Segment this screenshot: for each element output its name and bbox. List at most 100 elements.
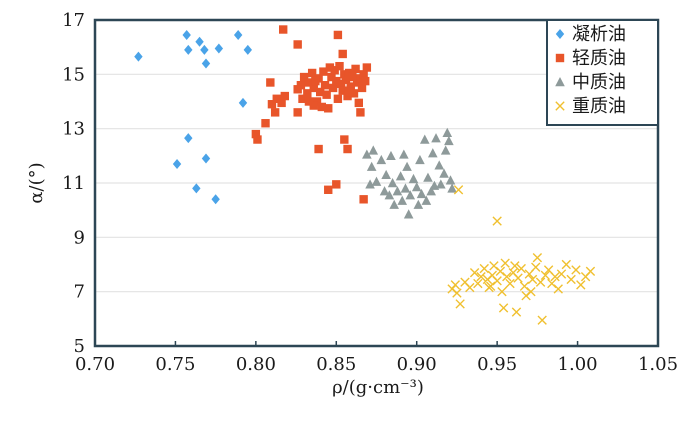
data-point xyxy=(371,176,382,186)
data-point xyxy=(402,161,412,171)
data-point xyxy=(335,61,344,71)
data-point xyxy=(214,43,224,54)
data-point xyxy=(293,40,302,49)
data-point xyxy=(492,276,502,286)
data-point xyxy=(436,179,446,189)
data-point xyxy=(540,270,551,281)
data-point xyxy=(510,261,520,271)
data-point xyxy=(505,278,515,289)
x-tick-label: 0.90 xyxy=(397,354,437,375)
data-point xyxy=(408,173,419,184)
data-point xyxy=(361,76,370,86)
data-point xyxy=(366,161,377,171)
data-point xyxy=(327,72,336,82)
data-point xyxy=(445,175,456,185)
legend-label: 凝析油 xyxy=(572,24,626,45)
data-point xyxy=(537,315,547,325)
data-point xyxy=(316,87,325,97)
data-point xyxy=(304,78,314,87)
data-point xyxy=(357,83,367,93)
data-point xyxy=(192,183,201,194)
data-point xyxy=(465,282,475,293)
data-point xyxy=(535,277,546,287)
data-point xyxy=(387,178,398,188)
data-point xyxy=(211,194,220,205)
series-2 xyxy=(251,25,372,204)
data-point xyxy=(238,97,248,108)
data-point xyxy=(434,160,445,170)
data-point xyxy=(531,262,541,272)
data-point xyxy=(298,94,307,103)
plot-frame xyxy=(93,18,660,348)
data-point xyxy=(395,171,406,181)
data-point xyxy=(233,29,243,40)
x-tick-label: 1.05 xyxy=(638,354,678,375)
data-point xyxy=(455,299,465,309)
data-point xyxy=(413,199,424,209)
data-point xyxy=(317,102,327,112)
data-point xyxy=(266,78,275,87)
data-point xyxy=(279,25,288,34)
data-point xyxy=(497,286,507,297)
y-tick-label: 17 xyxy=(62,10,85,31)
data-point xyxy=(309,101,318,110)
data-point xyxy=(319,67,328,76)
data-point xyxy=(500,258,510,268)
legend-marker xyxy=(555,53,565,63)
data-point xyxy=(359,70,368,79)
data-point xyxy=(324,104,333,113)
data-point xyxy=(277,98,286,108)
data-point xyxy=(421,195,432,205)
y-tick-label: 15 xyxy=(62,64,85,85)
data-point xyxy=(405,190,416,200)
series-4 xyxy=(447,185,596,325)
data-point xyxy=(362,63,372,72)
data-point xyxy=(243,44,253,55)
data-point xyxy=(344,87,354,97)
data-point xyxy=(338,49,347,59)
data-point xyxy=(349,89,359,98)
data-point xyxy=(440,145,451,155)
data-point xyxy=(473,278,483,289)
data-point xyxy=(368,145,379,155)
data-point xyxy=(381,169,391,180)
data-point xyxy=(502,272,512,282)
data-point xyxy=(333,30,343,40)
data-point xyxy=(571,265,581,275)
data-point xyxy=(303,89,312,98)
data-point xyxy=(516,263,526,274)
x-tick-label: 1.00 xyxy=(558,354,598,375)
data-point xyxy=(311,76,320,86)
data-point xyxy=(486,281,496,291)
legend-label: 中质油 xyxy=(572,72,626,93)
data-point xyxy=(304,97,314,106)
legend-box xyxy=(546,19,659,126)
y-axis-label: α/(°) xyxy=(26,162,47,203)
legend-marker xyxy=(555,101,565,111)
data-point xyxy=(576,280,586,290)
data-point xyxy=(511,307,522,317)
data-point xyxy=(431,133,441,143)
data-point xyxy=(365,179,375,189)
data-point xyxy=(343,144,352,154)
data-point xyxy=(489,261,499,271)
data-point xyxy=(469,267,480,278)
data-point xyxy=(379,186,390,196)
data-point xyxy=(348,72,357,82)
x-axis-label: ρ/(g·cm⁻³) xyxy=(332,377,424,398)
data-point xyxy=(293,108,302,117)
data-point xyxy=(550,272,560,282)
data-point xyxy=(328,83,338,93)
data-point xyxy=(134,51,143,62)
data-point xyxy=(354,98,364,108)
data-point xyxy=(351,64,360,74)
y-axis-ticks: 5 7 9 11 13 15 17 xyxy=(62,10,85,357)
data-point xyxy=(200,44,209,55)
data-point xyxy=(513,273,523,283)
x-tick-label: 0.70 xyxy=(75,354,115,375)
data-point xyxy=(403,209,414,219)
data-point xyxy=(452,288,462,298)
data-point xyxy=(253,135,262,144)
